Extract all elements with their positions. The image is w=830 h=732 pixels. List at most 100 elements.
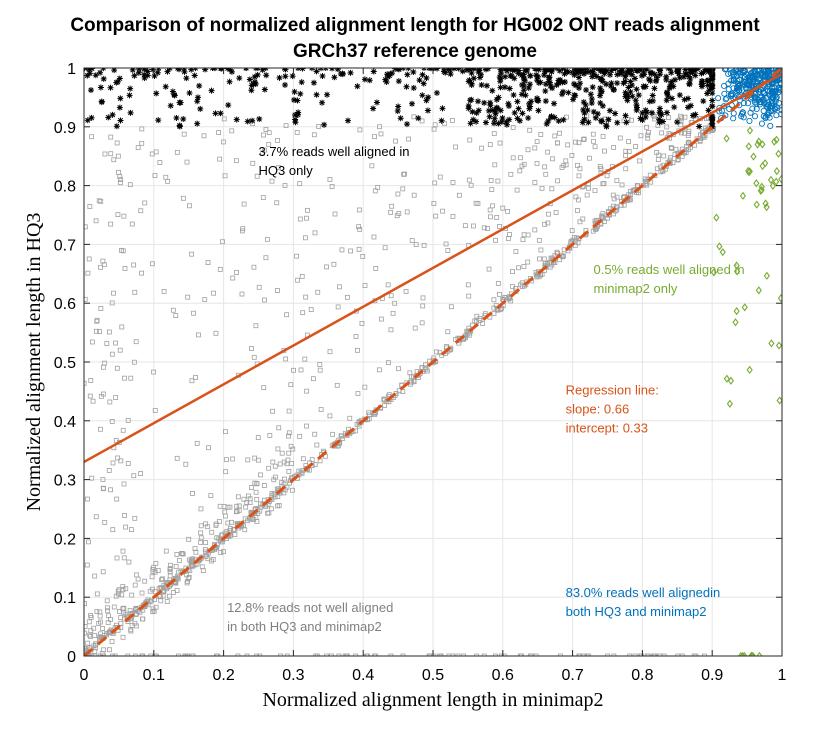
point-not-well-aligned bbox=[262, 297, 267, 303]
point-not-well-aligned bbox=[106, 468, 112, 473]
point-hq3-only bbox=[289, 73, 296, 80]
point-hq3-only bbox=[653, 77, 660, 84]
point-hq3-only bbox=[144, 72, 151, 79]
point-not-well-aligned bbox=[260, 195, 266, 200]
point-not-well-aligned bbox=[336, 653, 342, 656]
point-not-well-aligned bbox=[105, 605, 110, 611]
point-hq3-only bbox=[501, 84, 508, 91]
point-not-well-aligned bbox=[104, 598, 110, 604]
point-hq3-only bbox=[635, 92, 642, 99]
point-not-well-aligned bbox=[472, 318, 478, 324]
point-hq3-only bbox=[475, 68, 482, 73]
point-not-well-aligned bbox=[473, 200, 479, 206]
point-hq3-only bbox=[525, 115, 532, 122]
point-not-well-aligned bbox=[702, 653, 707, 656]
point-not-well-aligned bbox=[344, 653, 350, 656]
point-well-aligned-both bbox=[741, 78, 748, 85]
point-hq3-only bbox=[700, 69, 707, 76]
point-not-well-aligned bbox=[150, 586, 155, 592]
point-not-well-aligned bbox=[577, 219, 583, 225]
point-not-well-aligned bbox=[334, 382, 340, 388]
point-not-well-aligned bbox=[117, 174, 123, 179]
point-hq3-only bbox=[624, 97, 631, 104]
point-hq3-only bbox=[629, 93, 636, 100]
point-not-well-aligned bbox=[467, 137, 473, 143]
point-hq3-only bbox=[687, 102, 694, 109]
point-hq3-only bbox=[518, 72, 525, 79]
point-not-well-aligned bbox=[142, 578, 148, 584]
point-not-well-aligned bbox=[164, 586, 169, 592]
point-not-well-aligned bbox=[157, 160, 163, 165]
point-not-well-aligned bbox=[312, 431, 318, 437]
point-not-well-aligned bbox=[198, 523, 204, 529]
point-not-well-aligned bbox=[98, 198, 104, 204]
point-not-well-aligned bbox=[98, 306, 104, 311]
point-not-well-aligned bbox=[92, 649, 98, 654]
point-hq3-only bbox=[84, 72, 91, 79]
point-hq3-only bbox=[642, 114, 649, 121]
point-hq3-only bbox=[647, 77, 654, 84]
point-hq3-only bbox=[597, 100, 604, 107]
point-not-well-aligned bbox=[291, 367, 296, 373]
point-not-well-aligned bbox=[602, 148, 607, 154]
point-not-well-aligned bbox=[267, 433, 273, 438]
point-hq3-only bbox=[543, 120, 550, 127]
point-not-well-aligned bbox=[657, 653, 663, 656]
point-not-well-aligned bbox=[184, 159, 190, 165]
point-hq3-only bbox=[580, 106, 587, 113]
point-not-well-aligned bbox=[505, 208, 511, 214]
point-not-well-aligned bbox=[455, 653, 461, 656]
point-not-well-aligned bbox=[121, 605, 127, 611]
point-not-well-aligned bbox=[201, 133, 207, 139]
point-minimap2-only bbox=[775, 341, 782, 350]
point-hq3-only bbox=[475, 107, 482, 114]
point-hq3-only bbox=[642, 83, 649, 90]
point-hq3-only bbox=[131, 72, 138, 79]
point-not-well-aligned bbox=[155, 568, 161, 573]
point-hq3-only bbox=[248, 82, 255, 89]
point-minimap2-only bbox=[727, 376, 735, 385]
point-not-well-aligned bbox=[456, 192, 462, 198]
point-not-well-aligned bbox=[101, 653, 106, 656]
point-not-well-aligned bbox=[355, 347, 360, 353]
point-not-well-aligned bbox=[189, 378, 195, 384]
point-not-well-aligned bbox=[84, 562, 90, 568]
point-not-well-aligned bbox=[159, 577, 164, 583]
point-hq3-only bbox=[542, 98, 549, 105]
point-not-well-aligned bbox=[217, 519, 222, 524]
point-not-well-aligned bbox=[537, 256, 542, 262]
point-not-well-aligned bbox=[581, 136, 587, 142]
point-hq3-only bbox=[628, 82, 635, 89]
point-not-well-aligned bbox=[652, 114, 658, 120]
point-not-well-aligned bbox=[187, 203, 192, 209]
point-well-aligned-both bbox=[758, 120, 765, 127]
point-not-well-aligned bbox=[581, 137, 586, 142]
point-not-well-aligned bbox=[484, 226, 490, 231]
point-hq3-only bbox=[633, 86, 640, 93]
point-not-well-aligned bbox=[119, 592, 125, 598]
point-not-well-aligned bbox=[131, 359, 137, 365]
point-hq3-only bbox=[392, 68, 399, 72]
point-hq3-only bbox=[511, 109, 518, 116]
annotation-line: both HQ3 and minimap2 bbox=[566, 604, 707, 619]
point-not-well-aligned bbox=[305, 207, 310, 213]
point-well-aligned-both bbox=[778, 111, 782, 118]
point-minimap2-only bbox=[739, 191, 747, 200]
point-not-well-aligned bbox=[115, 588, 121, 594]
point-not-well-aligned bbox=[563, 158, 569, 164]
point-not-well-aligned bbox=[446, 653, 452, 656]
y-tick-label: 0.6 bbox=[54, 296, 76, 313]
point-not-well-aligned bbox=[114, 140, 120, 146]
point-hq3-only bbox=[167, 102, 174, 109]
point-hq3-only bbox=[610, 87, 617, 94]
point-hq3-only bbox=[423, 97, 430, 104]
point-well-aligned-both bbox=[747, 109, 754, 116]
point-not-well-aligned bbox=[217, 156, 223, 162]
point-hq3-only bbox=[565, 89, 572, 96]
point-hq3-only bbox=[702, 68, 709, 73]
point-hq3-only bbox=[85, 68, 92, 73]
point-not-well-aligned bbox=[92, 573, 98, 579]
point-not-well-aligned bbox=[97, 329, 102, 334]
point-hq3-only bbox=[669, 95, 676, 102]
point-not-well-aligned bbox=[313, 653, 319, 656]
